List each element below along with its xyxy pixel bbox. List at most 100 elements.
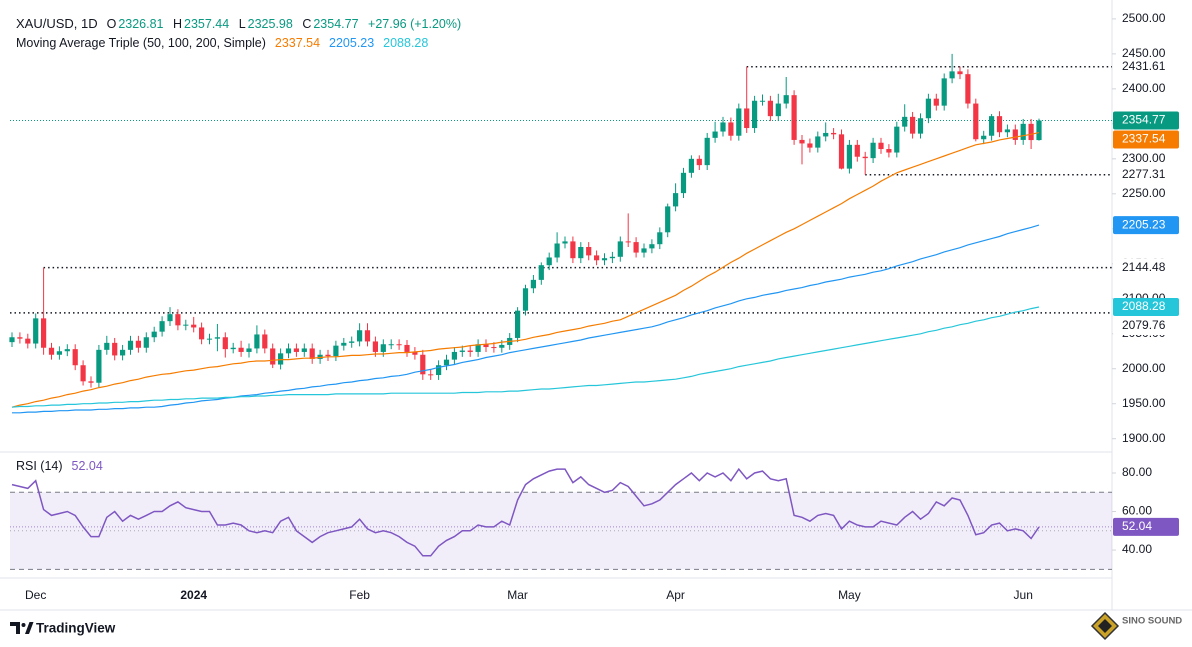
- level-label-box: [1113, 316, 1179, 335]
- candle-body: [396, 344, 402, 346]
- x-tick-label: May: [838, 588, 861, 602]
- candle-body: [301, 348, 307, 352]
- candle-body: [159, 321, 165, 332]
- level-label: 2144.48: [1122, 260, 1166, 274]
- candle-body: [846, 144, 852, 169]
- candle-body: [491, 347, 497, 349]
- y-tick-label: 2400.00: [1122, 81, 1166, 95]
- candle-body: [191, 324, 197, 328]
- candle-body: [878, 142, 884, 150]
- symbol: XAU/USD, 1D: [16, 16, 98, 31]
- candle-body: [372, 341, 378, 352]
- candle-body: [222, 337, 228, 350]
- candle-body: [886, 149, 892, 153]
- candle-body: [546, 257, 552, 266]
- watermark-text: SINO SOUND: [1122, 616, 1182, 627]
- candle-body: [325, 354, 331, 357]
- candle-body: [214, 337, 220, 339]
- candle-body: [293, 348, 299, 352]
- candle-body: [420, 354, 426, 375]
- ma-value: 2337.54: [274, 36, 321, 50]
- indicator-name: Moving Average Triple (50, 100, 200, Sim…: [16, 36, 266, 50]
- candle-body: [752, 100, 758, 129]
- candle-body: [673, 193, 679, 207]
- candle-body: [357, 330, 363, 342]
- level-label: 2431.61: [1122, 59, 1166, 73]
- candle-body: [665, 206, 671, 233]
- candle-body: [649, 244, 655, 249]
- candle-body: [412, 351, 418, 355]
- candle-body: [949, 71, 955, 79]
- symbol-legend: XAU/USD, 1D O 2326.81 H 2357.44 L 2325.98 C…: [16, 16, 467, 31]
- candle-body: [767, 100, 773, 117]
- candle-body: [151, 331, 157, 338]
- candle-body: [1036, 120, 1042, 141]
- candle-body: [562, 241, 568, 244]
- y-tick-label: 1900.00: [1122, 431, 1166, 445]
- candle-body: [696, 158, 702, 166]
- candle-body: [641, 248, 647, 253]
- rsi-tick-label: 60.00: [1122, 504, 1152, 518]
- candle-body: [72, 349, 78, 366]
- candle-body: [349, 341, 355, 343]
- x-tick-label: Mar: [507, 588, 528, 602]
- candle-body: [317, 354, 323, 359]
- ohlc-value: 2326.81: [118, 17, 164, 31]
- candle-body: [657, 232, 663, 245]
- rsi-last-box: [1113, 517, 1179, 536]
- candle-body: [120, 349, 126, 356]
- candle-body: [973, 103, 979, 140]
- candle-body: [25, 338, 31, 344]
- x-tick-label: 2024: [180, 588, 207, 602]
- level-label: 2277.31: [1122, 167, 1166, 181]
- logo-icon: [25, 622, 34, 634]
- candle-body: [1020, 123, 1026, 140]
- candle-body: [428, 374, 434, 376]
- candles: [9, 53, 1042, 388]
- candle-body: [341, 342, 347, 346]
- candle-body: [538, 265, 544, 280]
- level-label-box: [1113, 165, 1179, 184]
- watermark-icon: [1098, 619, 1112, 633]
- ohlc-value: 2357.44: [184, 17, 230, 31]
- candle-body: [9, 337, 15, 343]
- x-tick-label: Jun: [1014, 588, 1033, 602]
- candle-body: [838, 134, 845, 169]
- x-tick-label: Feb: [349, 588, 370, 602]
- ma-label: 2337.54: [1122, 132, 1166, 146]
- candle-body: [917, 118, 924, 134]
- watermark: SINO SOUND: [1090, 611, 1182, 641]
- candle-body: [41, 318, 47, 348]
- candle-body: [996, 116, 1003, 133]
- candle-body: [728, 122, 734, 136]
- ma-label-box: [1113, 297, 1179, 316]
- candle-body: [1004, 129, 1010, 133]
- candle-body: [775, 103, 781, 117]
- candle-body: [262, 334, 268, 349]
- candle-body: [609, 256, 615, 259]
- candle-body: [957, 71, 963, 75]
- y-tick-label: 2300.00: [1122, 151, 1166, 165]
- candle-body: [1028, 123, 1034, 141]
- level-label-box: [1113, 258, 1179, 277]
- ma-value: 2205.23: [329, 36, 375, 50]
- candle-body: [586, 246, 592, 256]
- candle-body: [807, 143, 813, 148]
- ohlc-value: 2354.77: [313, 17, 359, 31]
- tradingview-logo[interactable]: TradingView: [10, 621, 116, 636]
- candle-body: [112, 342, 118, 356]
- rsi-value: 52.04: [71, 459, 103, 473]
- candle-body: [17, 337, 23, 339]
- rsi-legend: RSI (14) 52.04: [16, 459, 105, 473]
- ohlc-label: O: [106, 17, 117, 31]
- rsi-band: [10, 492, 1112, 570]
- y-tick-label: 2250.00: [1122, 186, 1166, 200]
- candle-body: [799, 139, 805, 144]
- candle-body: [499, 344, 505, 348]
- rsi-last-label: 52.04: [1122, 519, 1152, 533]
- candle-body: [831, 132, 837, 135]
- candle-body: [744, 108, 750, 129]
- candle-body: [736, 108, 742, 136]
